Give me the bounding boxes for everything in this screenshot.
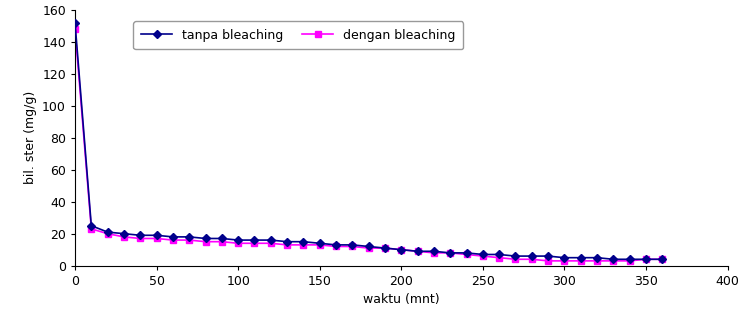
- tanpa bleaching: [429, 249, 438, 253]
- tanpa bleaching: [136, 233, 145, 237]
- dengan bleaching: [641, 257, 650, 261]
- dengan bleaching: [527, 257, 536, 261]
- dengan bleaching: [658, 257, 667, 261]
- dengan bleaching: [234, 241, 243, 245]
- dengan bleaching: [70, 27, 80, 31]
- dengan bleaching: [511, 257, 520, 261]
- dengan bleaching: [364, 246, 374, 250]
- tanpa bleaching: [298, 240, 307, 244]
- tanpa bleaching: [544, 254, 553, 258]
- tanpa bleaching: [527, 254, 536, 258]
- dengan bleaching: [103, 232, 112, 236]
- Y-axis label: bil. ster (mg/g): bil. ster (mg/g): [23, 91, 37, 184]
- tanpa bleaching: [576, 256, 585, 260]
- dengan bleaching: [184, 238, 194, 242]
- tanpa bleaching: [397, 248, 406, 252]
- dengan bleaching: [152, 237, 161, 240]
- tanpa bleaching: [641, 257, 650, 261]
- tanpa bleaching: [332, 243, 340, 247]
- tanpa bleaching: [168, 235, 177, 239]
- tanpa bleaching: [87, 224, 96, 228]
- dengan bleaching: [626, 259, 634, 263]
- dengan bleaching: [397, 248, 406, 252]
- dengan bleaching: [478, 254, 488, 258]
- dengan bleaching: [283, 243, 292, 247]
- dengan bleaching: [87, 227, 96, 231]
- tanpa bleaching: [315, 241, 324, 245]
- dengan bleaching: [298, 243, 307, 247]
- Line: dengan bleaching: dengan bleaching: [71, 26, 666, 264]
- dengan bleaching: [413, 249, 422, 253]
- tanpa bleaching: [478, 252, 488, 256]
- tanpa bleaching: [184, 235, 194, 239]
- dengan bleaching: [348, 245, 357, 249]
- tanpa bleaching: [266, 238, 275, 242]
- dengan bleaching: [495, 256, 504, 260]
- dengan bleaching: [609, 259, 618, 263]
- dengan bleaching: [119, 235, 128, 239]
- tanpa bleaching: [560, 256, 568, 260]
- dengan bleaching: [168, 238, 177, 242]
- tanpa bleaching: [511, 254, 520, 258]
- tanpa bleaching: [380, 246, 389, 250]
- tanpa bleaching: [658, 257, 667, 261]
- tanpa bleaching: [364, 245, 374, 249]
- tanpa bleaching: [609, 257, 618, 261]
- tanpa bleaching: [626, 257, 634, 261]
- X-axis label: waktu (mnt): waktu (mnt): [363, 293, 440, 306]
- dengan bleaching: [266, 241, 275, 245]
- tanpa bleaching: [119, 232, 128, 236]
- dengan bleaching: [250, 241, 259, 245]
- dengan bleaching: [592, 259, 602, 263]
- dengan bleaching: [544, 259, 553, 263]
- tanpa bleaching: [446, 251, 454, 255]
- tanpa bleaching: [103, 230, 112, 234]
- tanpa bleaching: [250, 238, 259, 242]
- tanpa bleaching: [348, 243, 357, 247]
- dengan bleaching: [576, 259, 585, 263]
- tanpa bleaching: [70, 21, 80, 25]
- tanpa bleaching: [217, 237, 226, 240]
- tanpa bleaching: [283, 240, 292, 244]
- tanpa bleaching: [152, 233, 161, 237]
- tanpa bleaching: [201, 237, 210, 240]
- dengan bleaching: [429, 251, 438, 255]
- tanpa bleaching: [592, 256, 602, 260]
- dengan bleaching: [446, 251, 454, 255]
- Legend: tanpa bleaching, dengan bleaching: tanpa bleaching, dengan bleaching: [134, 21, 464, 49]
- tanpa bleaching: [462, 251, 471, 255]
- dengan bleaching: [380, 246, 389, 250]
- tanpa bleaching: [495, 252, 504, 256]
- dengan bleaching: [201, 240, 210, 244]
- dengan bleaching: [217, 240, 226, 244]
- dengan bleaching: [315, 243, 324, 247]
- dengan bleaching: [332, 245, 340, 249]
- Line: tanpa bleaching: tanpa bleaching: [72, 20, 665, 262]
- dengan bleaching: [136, 237, 145, 240]
- tanpa bleaching: [413, 249, 422, 253]
- tanpa bleaching: [234, 238, 243, 242]
- dengan bleaching: [560, 259, 568, 263]
- dengan bleaching: [462, 252, 471, 256]
